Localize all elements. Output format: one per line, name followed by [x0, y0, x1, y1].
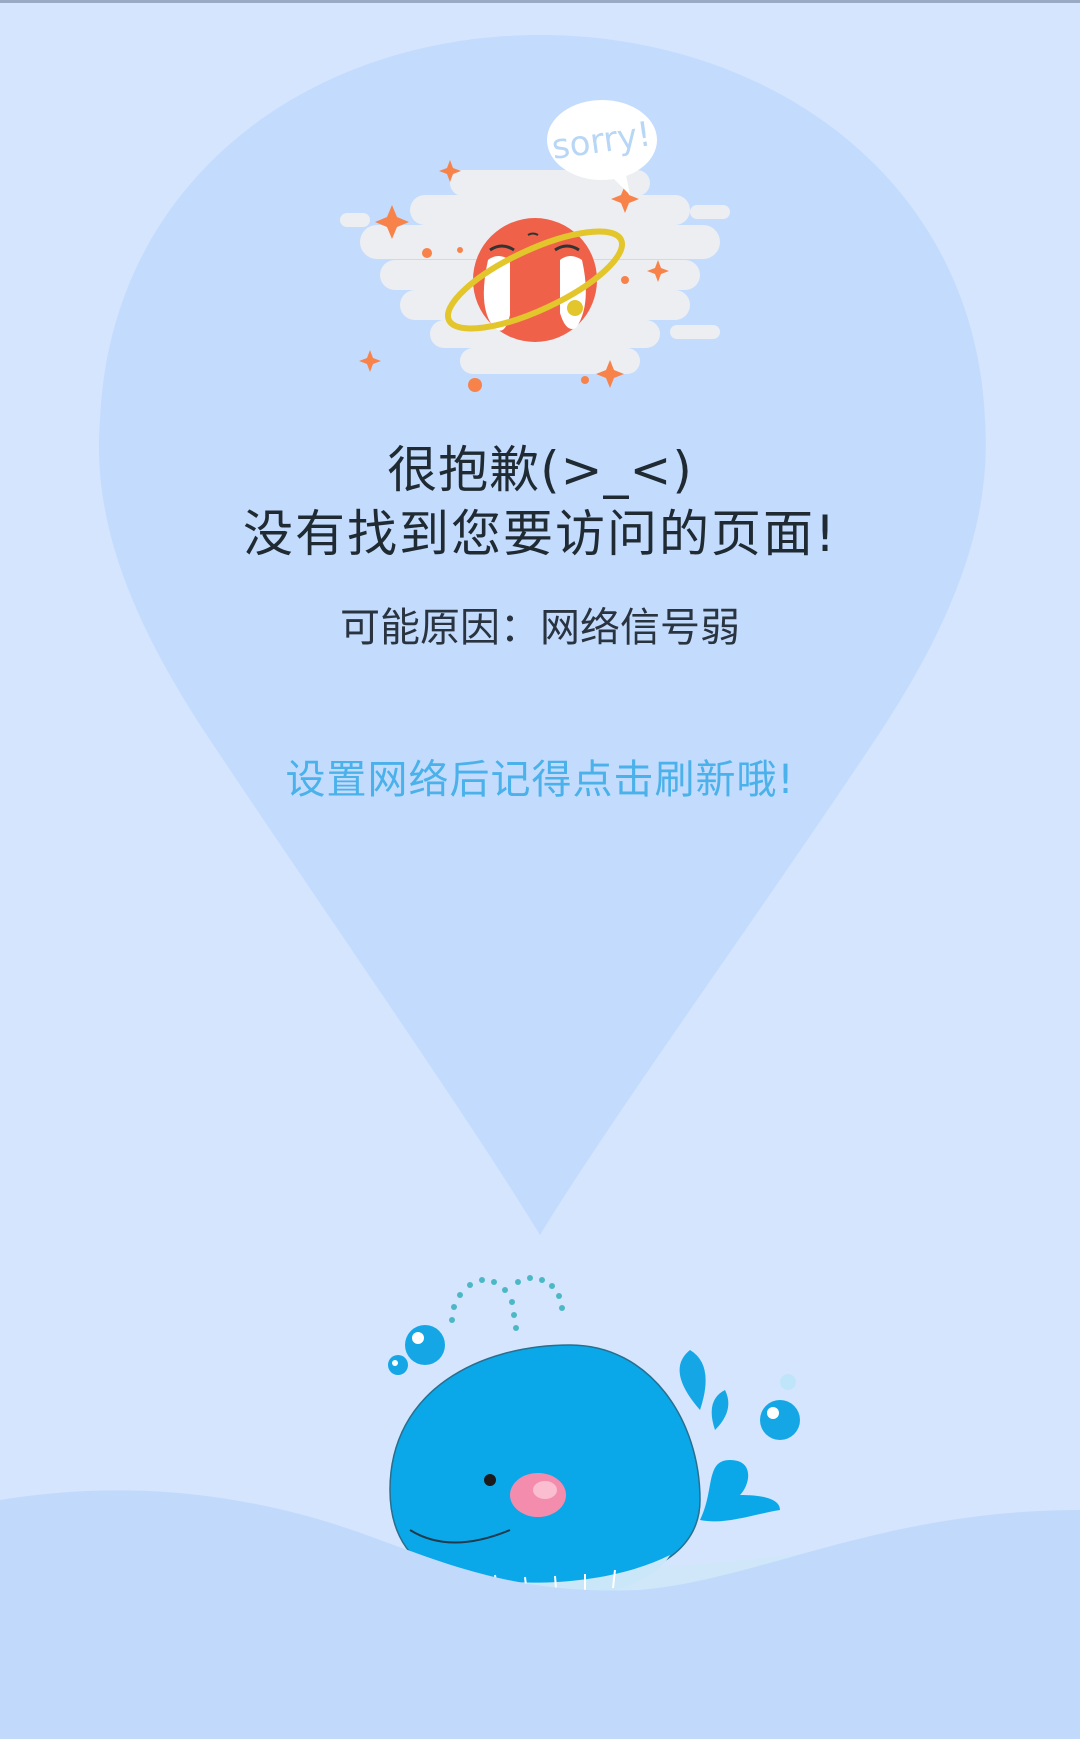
error-title-line1: 很抱歉(>_<): [387, 441, 693, 499]
error-title-line2: 没有找到您要访问的页面!: [242, 505, 838, 563]
error-reason: 可能原因：网络信号弱: [340, 605, 740, 651]
whale-icon: [385, 1275, 800, 1605]
top-divider: [0, 0, 1080, 3]
sea-front-wave: [0, 1490, 1080, 1739]
refresh-hint-link[interactable]: 设置网络后记得点击刷新哦!: [285, 757, 795, 803]
crying-planet-icon: sorry!: [340, 100, 730, 392]
